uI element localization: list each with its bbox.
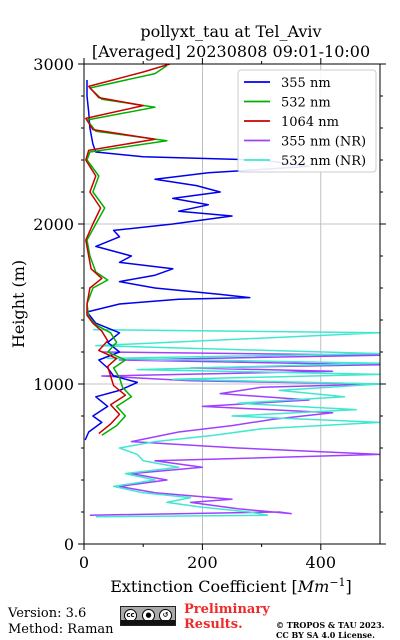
- legend-entry: 355 nm: [244, 76, 331, 91]
- copyright-line2: CC BY SA 4.0 License.: [276, 630, 375, 640]
- copyright-notice: © TROPOS & TAU 2023. CC BY SA 4.0 Licens…: [276, 620, 384, 640]
- legend-entry: 1064 nm: [244, 115, 339, 130]
- legend: 355 nm 532 nm 1064 nm 355 nm (NR) 532 nm (NR…: [237, 69, 377, 173]
- preliminary-line2: Results.: [184, 617, 243, 632]
- legend-label: 1064 nm: [281, 115, 339, 130]
- series-line-532-nm-nr: [92, 328, 380, 518]
- y-axis-label: Height (m): [9, 260, 28, 348]
- cc-circle-icon: cc: [124, 609, 137, 622]
- plot-frame: [83, 63, 381, 545]
- legend-entry: 532 nm: [244, 96, 331, 111]
- legend-label: 532 nm (NR): [281, 154, 366, 169]
- method-text: Method: Raman: [8, 622, 114, 637]
- footer-info: Version: 3.6 Method: Raman: [8, 606, 114, 638]
- x-tick-label: 200: [187, 553, 218, 572]
- legend-entry: 532 nm (NR): [244, 154, 366, 169]
- license-strip: [121, 620, 175, 625]
- legend-label: 355 nm (NR): [281, 135, 366, 150]
- legend-label: 355 nm: [281, 76, 331, 91]
- legend-box: [237, 69, 377, 173]
- y-tick-label: 1000: [33, 375, 74, 394]
- x-tick-label: 400: [306, 553, 337, 572]
- extinction-chart: pollyxt_tau at Tel_Aviv [Averaged] 20230…: [9, 22, 386, 596]
- y-tick-label: 0: [64, 535, 74, 554]
- preliminary-line1: Preliminary: [184, 602, 270, 617]
- y-tick-label: 2000: [33, 215, 74, 234]
- x-axis-label: Extinction Coefficient [Mm−1]: [110, 576, 352, 596]
- series-line-1064-nm: [85, 64, 171, 435]
- axis-tick-labels: 0 200 400 0 1000 2000 3000: [33, 55, 336, 572]
- x-tick-label: 0: [79, 553, 89, 572]
- cc-license-icon: cc ● ↺: [120, 606, 176, 626]
- preliminary-notice: Preliminary Results.: [184, 602, 270, 632]
- legend-entry: 355 nm (NR): [244, 135, 366, 150]
- y-tick-label: 3000: [33, 55, 74, 74]
- version-text: Version: 3.6: [8, 606, 87, 621]
- legend-label: 532 nm: [281, 96, 331, 111]
- axis-ticks: [78, 58, 386, 550]
- chart-title: pollyxt_tau at Tel_Aviv: [140, 22, 321, 41]
- series-line-532-nm: [86, 64, 168, 436]
- series-layer: [84, 64, 380, 518]
- series-group: [84, 64, 380, 518]
- copyright-line1: © TROPOS & TAU 2023.: [276, 620, 385, 630]
- chart-subtitle: [Averaged] 20230808 09:01-10:00: [92, 42, 370, 61]
